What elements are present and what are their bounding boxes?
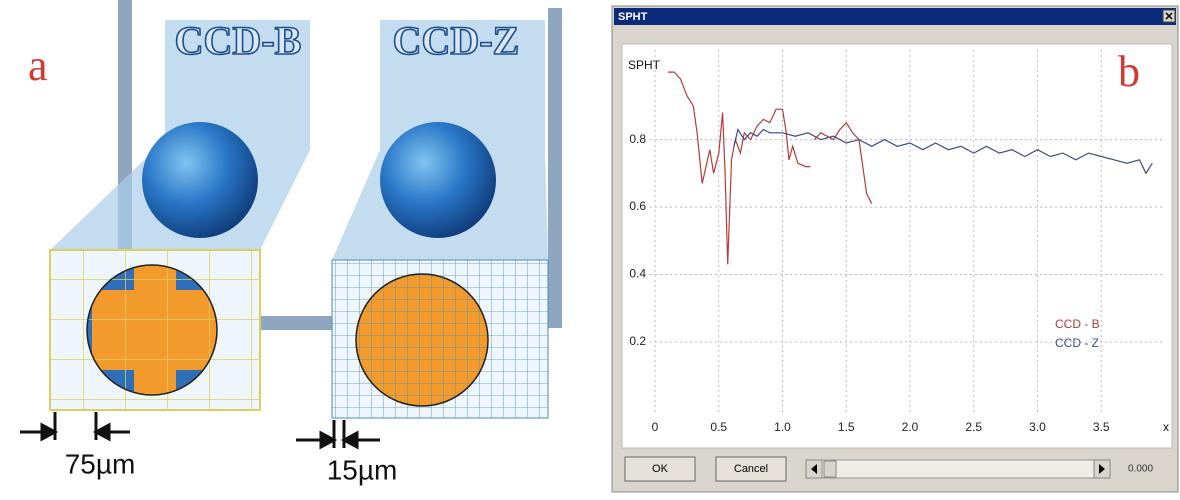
data-line [733, 127, 1153, 175]
y-tick-label: 0.8 [629, 132, 646, 146]
y-tick-label: 0.6 [629, 199, 646, 213]
legend-entry: CCD - B [1055, 317, 1100, 331]
legend-entry: CCD - Z [1055, 336, 1099, 350]
button-label: Cancel [734, 463, 768, 475]
pitch-label: 15µm [327, 454, 398, 485]
pitch-label: 75µm [65, 448, 136, 479]
x-tick-label: 1.0 [774, 420, 791, 434]
ccd-label: CCD-B [175, 18, 302, 63]
y-tick-label: 0.2 [629, 334, 646, 348]
window-title: SPHT [618, 11, 648, 23]
button-label: OK [652, 463, 669, 475]
spot-outline [355, 273, 489, 407]
panel-a: a CCD-B CCD-Z 75µm 15µm [20, 0, 562, 485]
cancel-button[interactable]: Cancel [715, 456, 787, 482]
spot-outline [86, 264, 218, 396]
x-tick-label: 3.0 [1029, 420, 1046, 434]
y-tick-label: 0.4 [629, 267, 646, 281]
close-button[interactable] [1162, 9, 1176, 23]
x-tick-label: 1.5 [838, 420, 855, 434]
grid-lines [331, 259, 549, 419]
ccd-label: CCD-Z [393, 18, 520, 63]
title-bar [614, 8, 1176, 25]
x-tick-label: 0.5 [710, 420, 727, 434]
data-line [667, 71, 873, 265]
x-tick-label: 3.5 [1093, 420, 1110, 434]
x-axis-label: x [1163, 420, 1169, 434]
x-tick-label: 0 [652, 420, 659, 434]
readout: 0.000 [1128, 464, 1153, 475]
sphere [142, 122, 258, 238]
window: SPHT OK Cancel 0.000 [611, 5, 1179, 493]
panel-letter: a [28, 41, 48, 90]
arrows [20, 412, 380, 450]
y-axis-label: SPHT [628, 58, 661, 72]
panel-letter: b [1118, 47, 1140, 96]
pillar [548, 8, 562, 328]
grid-lines [50, 250, 260, 410]
scrollbar[interactable] [805, 459, 1111, 479]
connector [260, 316, 332, 330]
ok-button[interactable]: OK [624, 456, 696, 482]
x-tick-label: 2.0 [902, 420, 919, 434]
x-tick-label: 2.5 [965, 420, 982, 434]
sphere [380, 122, 496, 238]
plot-area [621, 43, 1173, 449]
